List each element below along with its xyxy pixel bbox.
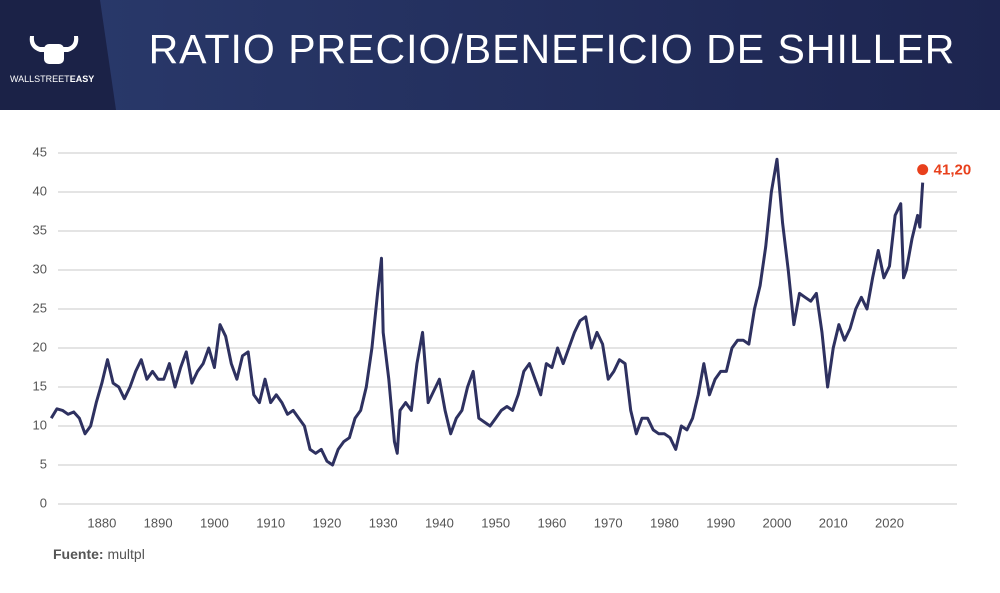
x-tick-label: 1930	[369, 515, 398, 530]
x-tick-label: 1970	[594, 515, 623, 530]
y-tick-label: 20	[33, 339, 47, 354]
x-tick-label: 1940	[425, 515, 454, 530]
y-tick-label: 0	[40, 495, 47, 510]
y-tick-label: 40	[33, 183, 47, 198]
y-tick-label: 35	[33, 222, 47, 237]
y-tick-label: 10	[33, 417, 47, 432]
x-tick-label: 1880	[87, 515, 116, 530]
x-tick-label: 2020	[875, 515, 904, 530]
x-tick-label: 1980	[650, 515, 679, 530]
y-tick-label: 15	[33, 378, 47, 393]
x-tick-label: 1950	[481, 515, 510, 530]
x-tick-label: 2010	[819, 515, 848, 530]
x-tick-label: 2000	[763, 515, 792, 530]
chart-title: RATIO PRECIO/BENEFICIO DE SHILLER	[149, 26, 956, 72]
logo-icon	[29, 36, 79, 64]
x-tick-label: 1990	[706, 515, 735, 530]
x-tick-label: 1890	[144, 515, 173, 530]
y-tick-label: 25	[33, 300, 47, 315]
highlight-point	[917, 164, 929, 176]
x-tick-label: 1960	[537, 515, 566, 530]
y-tick-label: 30	[33, 261, 47, 276]
x-tick-label: 1920	[312, 515, 341, 530]
x-tick-label: 1900	[200, 515, 229, 530]
x-tick-label: 1910	[256, 515, 285, 530]
line-series	[49, 157, 925, 467]
data-label: 41,20	[934, 162, 972, 179]
source: Fuente: multpl	[53, 546, 145, 562]
logo-text: WALLSTREETEASY	[10, 74, 94, 84]
y-tick-label: 45	[33, 144, 47, 159]
header-band	[0, 0, 1000, 110]
y-tick-label: 5	[40, 456, 47, 471]
